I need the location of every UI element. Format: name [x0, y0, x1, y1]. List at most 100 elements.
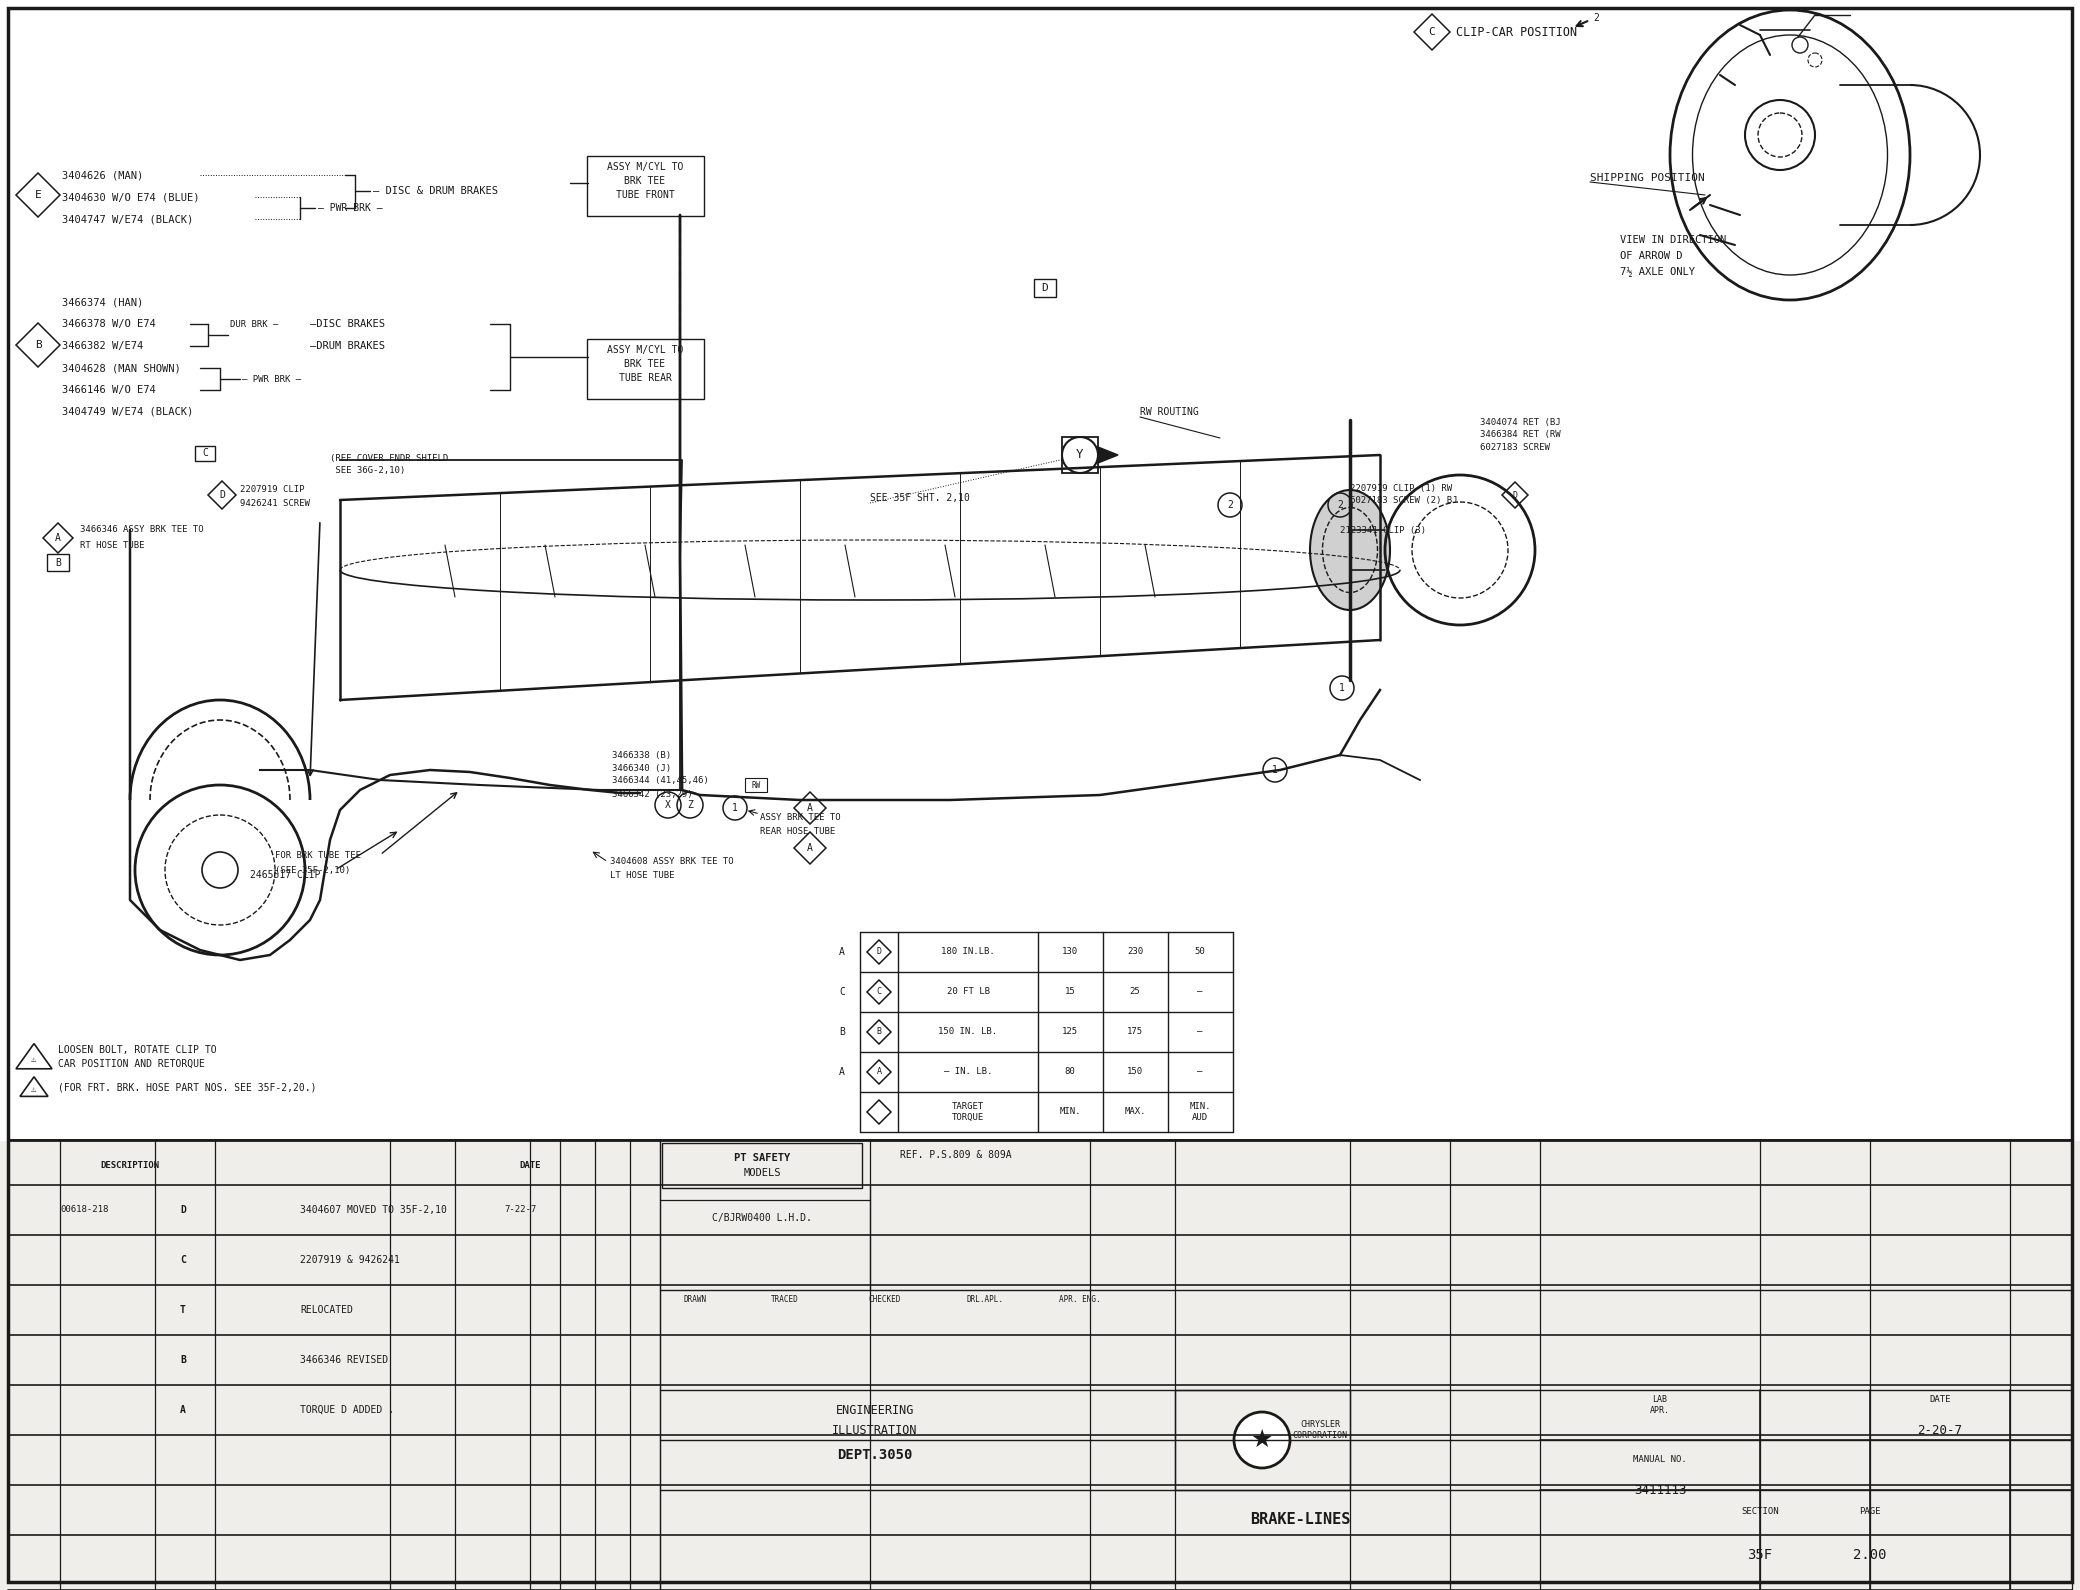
Text: —: —	[1198, 1067, 1202, 1076]
Text: B: B	[35, 340, 42, 350]
Text: DRL.APL.: DRL.APL.	[967, 1296, 1003, 1304]
Text: 2465517 CLIP: 2465517 CLIP	[250, 870, 320, 879]
Bar	[1175, 1390, 1350, 1490]
Text: 3404607 MOVED TO 35F-2,10: 3404607 MOVED TO 35F-2,10	[300, 1205, 447, 1215]
Text: 3404747 W/E74 (BLACK): 3404747 W/E74 (BLACK)	[62, 215, 193, 224]
Text: A: A	[807, 803, 813, 812]
Text: 3466342 (23,29): 3466342 (23,29)	[612, 790, 693, 798]
Text: D: D	[1042, 283, 1048, 293]
Text: 80: 80	[1065, 1067, 1075, 1076]
Bar	[1063, 437, 1098, 472]
FancyBboxPatch shape	[587, 339, 703, 399]
Text: 3404749 W/E74 (BLACK): 3404749 W/E74 (BLACK)	[62, 407, 193, 417]
Text: T: T	[181, 1305, 185, 1315]
Text: (REF COVER FNDR SHIELD: (REF COVER FNDR SHIELD	[331, 453, 449, 463]
Text: B: B	[181, 1355, 185, 1364]
Text: CAR POSITION AND RETORQUE: CAR POSITION AND RETORQUE	[58, 1059, 204, 1068]
Text: BRK TEE: BRK TEE	[624, 176, 666, 186]
Text: PAGE: PAGE	[1860, 1507, 1880, 1517]
Text: DRAWN: DRAWN	[684, 1296, 707, 1304]
Text: DUR BRK —: DUR BRK —	[231, 320, 279, 329]
Text: D: D	[218, 490, 225, 499]
Text: ⚠: ⚠	[31, 1056, 37, 1064]
Text: DATE: DATE	[1930, 1396, 1951, 1404]
Text: —: —	[1198, 987, 1202, 997]
Text: RT HOSE TUBE: RT HOSE TUBE	[79, 541, 144, 550]
Text: MIN.
AUD: MIN. AUD	[1190, 1102, 1211, 1121]
Text: 20 FT LB: 20 FT LB	[946, 987, 990, 997]
Text: 1: 1	[1340, 684, 1346, 693]
Text: TRACED: TRACED	[772, 1296, 799, 1304]
Text: 175: 175	[1127, 1027, 1144, 1037]
Text: 9426241 SCREW: 9426241 SCREW	[239, 499, 310, 509]
Text: B: B	[838, 1027, 844, 1037]
Text: 2207919 CLIP (1) RW: 2207919 CLIP (1) RW	[1350, 483, 1452, 493]
Text: REAR HOSE TUBE: REAR HOSE TUBE	[759, 827, 836, 835]
Text: TORQUE D ADDED .: TORQUE D ADDED .	[300, 1406, 393, 1415]
Text: TUBE FRONT: TUBE FRONT	[616, 189, 674, 200]
Text: 3404608 ASSY BRK TEE TO: 3404608 ASSY BRK TEE TO	[609, 857, 734, 867]
Text: — IN. LB.: — IN. LB.	[944, 1067, 992, 1076]
Text: 3466384 RET (RW: 3466384 RET (RW	[1481, 431, 1560, 439]
Bar	[1034, 278, 1057, 297]
Text: 7½ AXLE ONLY: 7½ AXLE ONLY	[1620, 267, 1695, 277]
Circle shape	[1233, 1412, 1290, 1468]
Text: VIEW IN DIRECTION: VIEW IN DIRECTION	[1620, 235, 1726, 245]
Text: ★: ★	[1250, 1428, 1273, 1452]
Text: BRK TEE: BRK TEE	[624, 359, 666, 369]
Text: 7-22-7: 7-22-7	[503, 1205, 537, 1215]
Text: RW ROUTING: RW ROUTING	[1140, 407, 1198, 417]
Text: RW: RW	[751, 781, 761, 790]
Text: 3466382 W/E74: 3466382 W/E74	[62, 340, 144, 351]
Text: A: A	[838, 1067, 844, 1076]
Text: 150: 150	[1127, 1067, 1144, 1076]
Text: 3466374 (HAN): 3466374 (HAN)	[62, 297, 144, 307]
Text: Y: Y	[1075, 448, 1084, 461]
Text: 00618-218: 00618-218	[60, 1205, 108, 1215]
Text: 50: 50	[1194, 948, 1206, 957]
Text: ⚠: ⚠	[31, 1084, 37, 1094]
FancyBboxPatch shape	[587, 156, 703, 216]
Text: 1: 1	[1273, 765, 1277, 774]
Text: A: A	[807, 843, 813, 852]
Text: LT HOSE TUBE: LT HOSE TUBE	[609, 871, 674, 881]
Text: CHECKED: CHECKED	[869, 1296, 901, 1304]
Text: BRAKE-LINES: BRAKE-LINES	[1250, 1512, 1350, 1528]
Text: — PWR BRK —: — PWR BRK —	[318, 204, 383, 213]
Text: A: A	[181, 1406, 185, 1415]
Text: C: C	[1429, 27, 1435, 37]
Text: E: E	[35, 189, 42, 200]
Text: (FOR FRT. BRK. HOSE PART NOS. SEE 35F-2,20.): (FOR FRT. BRK. HOSE PART NOS. SEE 35F-2,…	[58, 1083, 316, 1092]
Text: LAB
APR.: LAB APR.	[1649, 1396, 1670, 1415]
Text: MIN.: MIN.	[1059, 1108, 1082, 1116]
Text: LOOSEN BOLT, ROTATE CLIP TO: LOOSEN BOLT, ROTATE CLIP TO	[58, 1045, 216, 1056]
Text: —: —	[1198, 1027, 1202, 1037]
Text: ENGINEERING: ENGINEERING	[836, 1404, 915, 1417]
Text: ASSY M/CYL TO: ASSY M/CYL TO	[607, 162, 682, 172]
Bar	[745, 778, 768, 792]
Text: 3466146 W/O E74: 3466146 W/O E74	[62, 385, 156, 394]
Text: —DISC BRAKES: —DISC BRAKES	[310, 320, 385, 329]
Text: 2123341 CLIP (3): 2123341 CLIP (3)	[1340, 526, 1427, 534]
Bar	[196, 445, 214, 461]
Text: (SEE 35F-2,10): (SEE 35F-2,10)	[275, 865, 349, 874]
Text: 2: 2	[1227, 499, 1233, 510]
Text: MODELS: MODELS	[743, 1169, 780, 1178]
Text: MAX.: MAX.	[1125, 1108, 1146, 1116]
Text: APR. ENG.: APR. ENG.	[1059, 1296, 1100, 1304]
Text: Z: Z	[686, 800, 693, 809]
Text: 150 IN. LB.: 150 IN. LB.	[938, 1027, 998, 1037]
Text: 15: 15	[1065, 987, 1075, 997]
Text: 125: 125	[1063, 1027, 1077, 1037]
Text: 3466344 (41,45,46): 3466344 (41,45,46)	[612, 776, 709, 785]
Text: 230: 230	[1127, 948, 1144, 957]
Text: CLIP-CAR POSITION: CLIP-CAR POSITION	[1456, 25, 1577, 38]
Text: 130: 130	[1063, 948, 1077, 957]
Text: 3404628 (MAN SHOWN): 3404628 (MAN SHOWN)	[62, 363, 181, 374]
Polygon shape	[1098, 447, 1119, 463]
Text: C/BJRW0400 L.H.D.: C/BJRW0400 L.H.D.	[711, 1213, 811, 1223]
Text: 2207919 CLIP: 2207919 CLIP	[239, 485, 304, 494]
Bar	[0, 0, 2080, 1140]
Text: A: A	[876, 1067, 882, 1076]
Text: 35F: 35F	[1747, 1549, 1772, 1561]
